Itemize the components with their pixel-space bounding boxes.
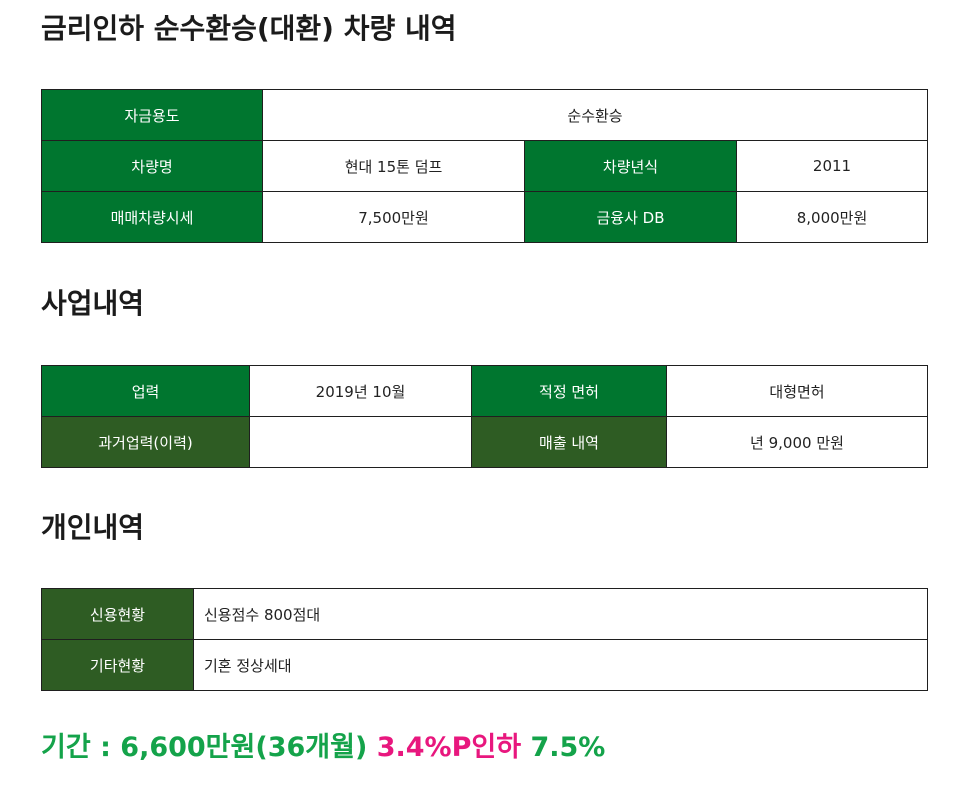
trade-price-label: 매매차량시세 <box>41 191 263 243</box>
table-row: 과거업력(이력) 매출 내역 년 9,000 만원 <box>41 416 928 468</box>
career-value: 2019년 10월 <box>249 365 472 417</box>
personal-table: 신용현황 신용점수 800점대 기타현황 기혼 정상세대 <box>41 588 928 691</box>
vehicle-table: 자금용도 순수환승 차량명 현대 15톤 덤프 차량년식 2011 매매차량시세… <box>41 89 929 243</box>
license-label: 적정 면허 <box>471 365 667 417</box>
personal-section-title: 개인내역 <box>41 511 145 544</box>
past-career-label: 과거업력(이력) <box>41 416 250 468</box>
sales-label: 매출 내역 <box>471 416 667 468</box>
vehicle-name-value: 현대 15톤 덤프 <box>262 140 525 192</box>
finance-db-label: 금융사 DB <box>524 191 737 243</box>
final-rate: 7.5% <box>530 732 606 763</box>
vehicle-year-value: 2011 <box>735 140 929 192</box>
table-row: 기타현황 기혼 정상세대 <box>41 639 928 691</box>
fund-use-label: 자금용도 <box>41 89 263 141</box>
business-section-title: 사업내역 <box>41 287 145 320</box>
loan-summary: 기간 : 6,600만원(36개월) 3.4%P인하 7.5% <box>41 734 605 761</box>
other-value: 기혼 정상세대 <box>193 639 928 691</box>
license-value: 대형면허 <box>666 365 928 417</box>
past-career-value <box>249 416 472 468</box>
trade-price-value: 7,500만원 <box>262 191 525 243</box>
business-table: 업력 2019년 10월 적정 면허 대형면허 과거업력(이력) 매출 내역 년… <box>41 365 928 468</box>
sales-value: 년 9,000 만원 <box>666 416 928 468</box>
vehicle-year-label: 차량년식 <box>524 140 737 192</box>
career-label: 업력 <box>41 365 250 417</box>
table-row: 차량명 현대 15톤 덤프 차량년식 2011 <box>41 140 929 192</box>
table-row: 신용현황 신용점수 800점대 <box>41 588 928 640</box>
loan-period-amount: 기간 : 6,600만원(36개월) <box>41 732 368 763</box>
rate-reduction: 3.4%P인하 <box>376 732 522 763</box>
credit-label: 신용현황 <box>41 588 194 640</box>
vehicle-section-title: 금리인하 순수환승(대환) 차량 내역 <box>41 12 457 45</box>
table-row: 업력 2019년 10월 적정 면허 대형면허 <box>41 365 928 417</box>
fund-use-value: 순수환승 <box>261 89 929 141</box>
table-row: 매매차량시세 7,500만원 금융사 DB 8,000만원 <box>41 191 929 243</box>
other-label: 기타현황 <box>41 639 194 691</box>
finance-db-value: 8,000만원 <box>735 191 929 243</box>
credit-value: 신용점수 800점대 <box>193 588 928 640</box>
table-row: 자금용도 순수환승 <box>41 89 929 141</box>
vehicle-name-label: 차량명 <box>41 140 263 192</box>
